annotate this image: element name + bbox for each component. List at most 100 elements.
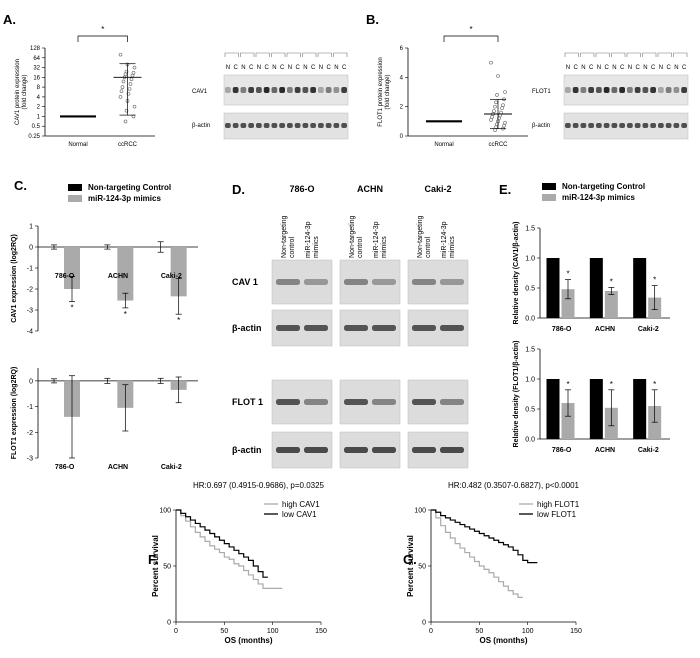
lane-label: miR-124-3pmimics [305,221,320,258]
blot-band [318,123,324,128]
blot-band [271,87,278,93]
blot-band [372,399,396,405]
blot-band [440,325,464,331]
data-point [494,100,498,105]
blot-band [263,123,270,128]
blot-band [665,87,672,93]
blot-strip [339,259,401,305]
blot-band [304,447,328,453]
blot-band [650,87,656,93]
blot-band [325,123,332,128]
blot-row-label: CAV1 [192,89,208,95]
lane-label: N [566,65,570,71]
y-tick-label: 1.5 [525,347,535,354]
blot-row-label: β-actin [232,323,262,333]
blot-band [294,87,301,93]
blot-band [225,123,231,128]
lane-label: N [674,65,678,71]
category-label: ACHN [595,447,615,454]
data-point [489,118,493,122]
blot-band [572,123,579,128]
lane-label: N [334,65,338,71]
blot-row-label: β-actin [532,123,550,129]
blot-band [565,123,571,128]
lane-label: C [682,65,687,71]
blot-band [302,87,309,93]
sig-star: * [610,380,613,389]
blot-band [440,279,464,285]
y-tick-label: 0.5 [525,286,535,293]
sig-star: * [610,277,613,286]
lane-label: N [272,65,276,71]
legend-label: high CAV1 [282,500,320,509]
y-tick-label: 4 [400,75,404,81]
y-tick-label: -2 [27,430,33,437]
data-point [121,79,126,84]
blot-band [611,123,618,128]
lane-label: N [319,65,323,71]
x-axis-label: OS (months) [225,636,273,645]
lane-label: N [303,65,307,71]
y-tick-label: 50 [163,564,171,571]
y-tick-label: 128 [30,46,41,52]
y-tick-label: -1 [27,266,33,273]
blot-band [572,87,579,93]
data-point [118,95,123,99]
legend-swatch-control [542,183,556,190]
y-tick-label: 1.0 [525,377,535,384]
y-axis-label: CAV1 expression (log2RQ) [11,234,18,323]
lane-label: C [264,65,269,71]
bar-control [589,379,603,439]
x-tick-label: 150 [315,628,327,635]
lane-label: C [249,65,254,71]
lane-label: Non-targetingcontrol [349,215,364,258]
bar-mimics [117,247,134,301]
lane-bracket [580,52,595,57]
blot-band [256,87,262,93]
legend-label: low FLOT1 [537,510,577,519]
survival-line-high [176,509,283,589]
blot-band [240,87,247,93]
lane-bracket [240,52,255,57]
blot-band [588,87,594,93]
blot-band [588,123,594,128]
y-tick-label: 6 [400,46,404,52]
sig-star: * [653,276,656,285]
bar-mimics [604,291,618,318]
y-tick-label: -3 [27,308,33,315]
blot-band [596,87,602,93]
category-label: 786-O [55,464,75,471]
category-label: ACHN [108,464,128,471]
y-tick-label: 1.0 [525,256,535,263]
lane-label: N [257,65,261,71]
sig-star: * [70,304,73,313]
sig-star: * [177,316,180,325]
y-tick-label: -1 [27,404,33,411]
blot-band [440,447,464,453]
blot-band [596,123,602,128]
blot-band [304,399,328,405]
blot-band [344,447,368,453]
y-tick-label: 1 [29,224,33,231]
y-tick-label: 64 [33,56,40,62]
blot-row-label: β-actin [192,123,210,129]
legend-label: Non-targeting Control [562,182,645,191]
x-tick-label: 0 [174,628,178,635]
y-axis-label: FLOT1 protein expression(fold change) [378,57,391,126]
legend-swatch-mimics [68,195,82,202]
data-point [503,90,507,94]
category-label: ACHN [108,273,128,280]
lane-label: N [288,65,292,71]
data-point [128,82,133,86]
sig-bracket [77,35,128,42]
scatter-chart-b: 0 2 4 6 FLOT1 protein expression(fold change… [378,25,528,148]
blot-band [302,123,309,128]
legend-swatch-control [68,184,82,191]
panel-label-e: E. [499,182,512,197]
data-point [132,104,137,109]
blot-band [287,123,293,128]
sig-star: * [101,25,104,34]
legend-label: miR-124-3p mimics [562,193,635,202]
y-axis-label: FLOT1 expression (log2RQ) [11,367,18,460]
